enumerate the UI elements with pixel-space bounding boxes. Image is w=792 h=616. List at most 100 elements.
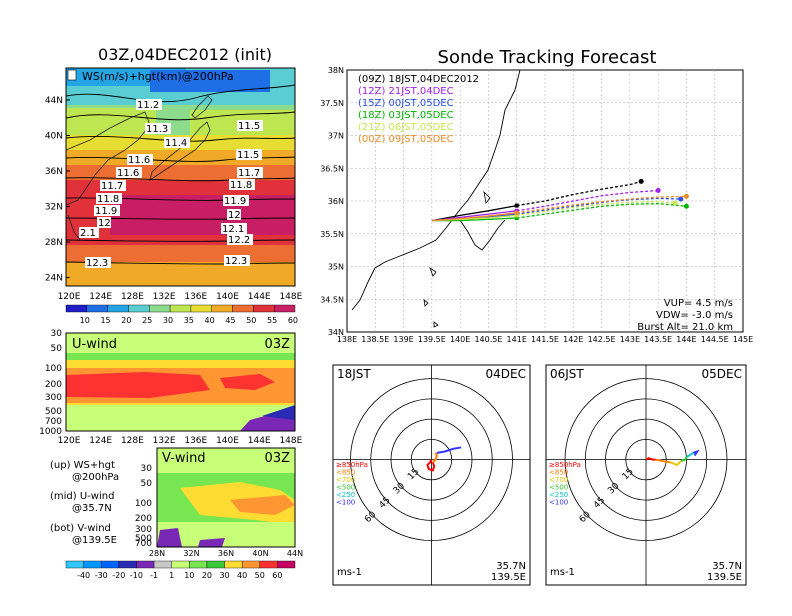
ws-cbar-swatch (273, 304, 296, 313)
hgt-label: 11.3 (146, 124, 168, 135)
map-lon-tick: 136E (184, 292, 207, 302)
hodo-label-bg (706, 557, 744, 583)
vwind-lat-axis: 28N 32N 36N 40N 44N (149, 549, 303, 558)
uwind-lon-tick: 148E (279, 436, 302, 446)
map-lat-tick: 40N (45, 132, 63, 142)
ws-cbar-tick: 10 (80, 316, 90, 325)
hodo-trace (436, 446, 462, 454)
track-lon-tick: 141.5E (531, 335, 559, 344)
wind-cbar-swatch (118, 560, 137, 569)
uwind-panel (65, 332, 296, 432)
track-lon-tick: 143.5E (644, 335, 672, 344)
hgt-label-bg (237, 120, 263, 131)
track-lon-tick: 138.5E (361, 335, 389, 344)
ws-cbar-swatch (232, 304, 254, 313)
map-lat-tick: 32N (45, 203, 63, 213)
track-line-descent (516, 195, 687, 214)
wind-cbar-swatch (136, 560, 155, 569)
hgt-label: 11.7 (238, 168, 260, 179)
map-lon-tick: 132E (153, 292, 176, 302)
svg-text:VUP= 4.5 m/s: VUP= 4.5 m/s (664, 298, 733, 309)
hgt-label-bg (236, 149, 262, 160)
burst-point (514, 203, 519, 208)
svg-text:Burst Alt= 21.0 km: Burst Alt= 21.0 km (637, 322, 733, 333)
wind-cbar-swatch (189, 560, 208, 569)
vwind-p-tick: 100 (135, 499, 152, 509)
wind-cbar-tick: -1 (150, 571, 158, 580)
track-lon-tick: 144E (676, 335, 696, 344)
hodo-legend-item: <500 (549, 484, 568, 492)
hodo-trace (680, 456, 688, 462)
hodo-label-bg (335, 367, 373, 380)
hgt-label-bg (227, 234, 253, 245)
hgt-label-bg (223, 195, 249, 206)
burst-point (514, 216, 519, 221)
map-lon-tick: 128E (121, 292, 144, 302)
wind-cbar-swatch (224, 560, 243, 569)
hodo-legend-item: <100 (549, 499, 568, 507)
vwind-lat-tick: 32N (183, 549, 199, 558)
hodo-trace (645, 457, 656, 461)
wind-cbar-tick: 50 (255, 571, 265, 580)
map-var-label: WS(m/s)+hgt(km)@200hPa (82, 70, 234, 83)
vwind-lat-tick: 36N (218, 549, 234, 558)
hodo-legend-item: <850 (336, 469, 355, 477)
wind-cbar-tick: 30 (219, 571, 229, 580)
track-lat-axis: 38N 37.5N 37N 36.5N 36N 35.5N 35N 34.5N 34N (320, 66, 344, 337)
ws-cbar-tick: 55 (267, 316, 277, 325)
uwind-p-tick: 1000 (39, 427, 62, 437)
map-title: 03Z,04DEC2012 (init) (98, 45, 272, 64)
vwind-p-tick: 30 (141, 464, 153, 474)
track-lon-tick: 138E (337, 335, 357, 344)
ws-cbar-tick: 20 (121, 316, 131, 325)
map-lon-tick: 144E (248, 292, 271, 302)
hgt-label-bg (94, 205, 120, 216)
wind-cbar-swatch (153, 560, 172, 569)
svg-text:@139.5E: @139.5E (72, 535, 117, 546)
hodo-trace (686, 452, 694, 458)
uwind-lon-tick: 136E (184, 436, 207, 446)
landing-point (683, 203, 689, 209)
map-lon-tick: 124E (89, 292, 112, 302)
track-line-ascent (431, 217, 517, 222)
wind-cbar-swatch (65, 560, 84, 569)
wind-cbar-tick: 40 (237, 571, 247, 580)
hgt-label: 12 (98, 218, 111, 229)
map-lon-tick: 120E (58, 292, 81, 302)
map-lat-tick: 24N (45, 274, 63, 284)
wind-cbar-tick: 1 (169, 571, 174, 580)
track-lon-tick: 139E (393, 335, 413, 344)
track-lat-tick: 36.5N (320, 164, 344, 173)
track-lon-tick: 144.5E (701, 335, 729, 344)
hgt-label-bg (164, 137, 190, 148)
hgt-label-bg (79, 227, 99, 238)
track-lat-tick: 34N (328, 328, 344, 337)
hodo-legend-item: <700 (336, 476, 355, 484)
vwind-lat-tick: 28N (149, 549, 165, 558)
burst-point (514, 210, 519, 215)
hgt-label: 12.3 (86, 258, 108, 269)
burst-point (514, 213, 519, 218)
wind-cbar-swatch (241, 560, 260, 569)
uwind-lon-tick: 128E (121, 436, 144, 446)
hodo-date: 05DEC (702, 367, 742, 381)
wind-cbar-tick: -40 (77, 571, 90, 580)
hgt-label: 11.5 (237, 150, 259, 161)
hgt-label-bg (221, 223, 247, 234)
track-lon-tick: 141E (507, 335, 527, 344)
hgt-label-bg (100, 180, 126, 191)
hgt-label-bg (229, 179, 255, 190)
svg-text:(up) WS+hgt: (up) WS+hgt (50, 460, 115, 471)
vwind-lat-tick: 40N (252, 549, 268, 558)
sonde-tracks (431, 178, 689, 222)
track-line-ascent (431, 212, 517, 222)
map-lon-axis: 120E 124E 128E 132E 136E 140E 144E 148E (58, 292, 303, 302)
hodo-trace (692, 449, 700, 457)
hodo-label-bg (700, 367, 744, 380)
hodo-label-bg (548, 367, 586, 380)
ws-cbar-tick: 15 (100, 316, 110, 325)
hgt-label: 12.1 (222, 224, 244, 235)
hodo-trace (655, 458, 671, 464)
track-line-descent (516, 202, 687, 219)
